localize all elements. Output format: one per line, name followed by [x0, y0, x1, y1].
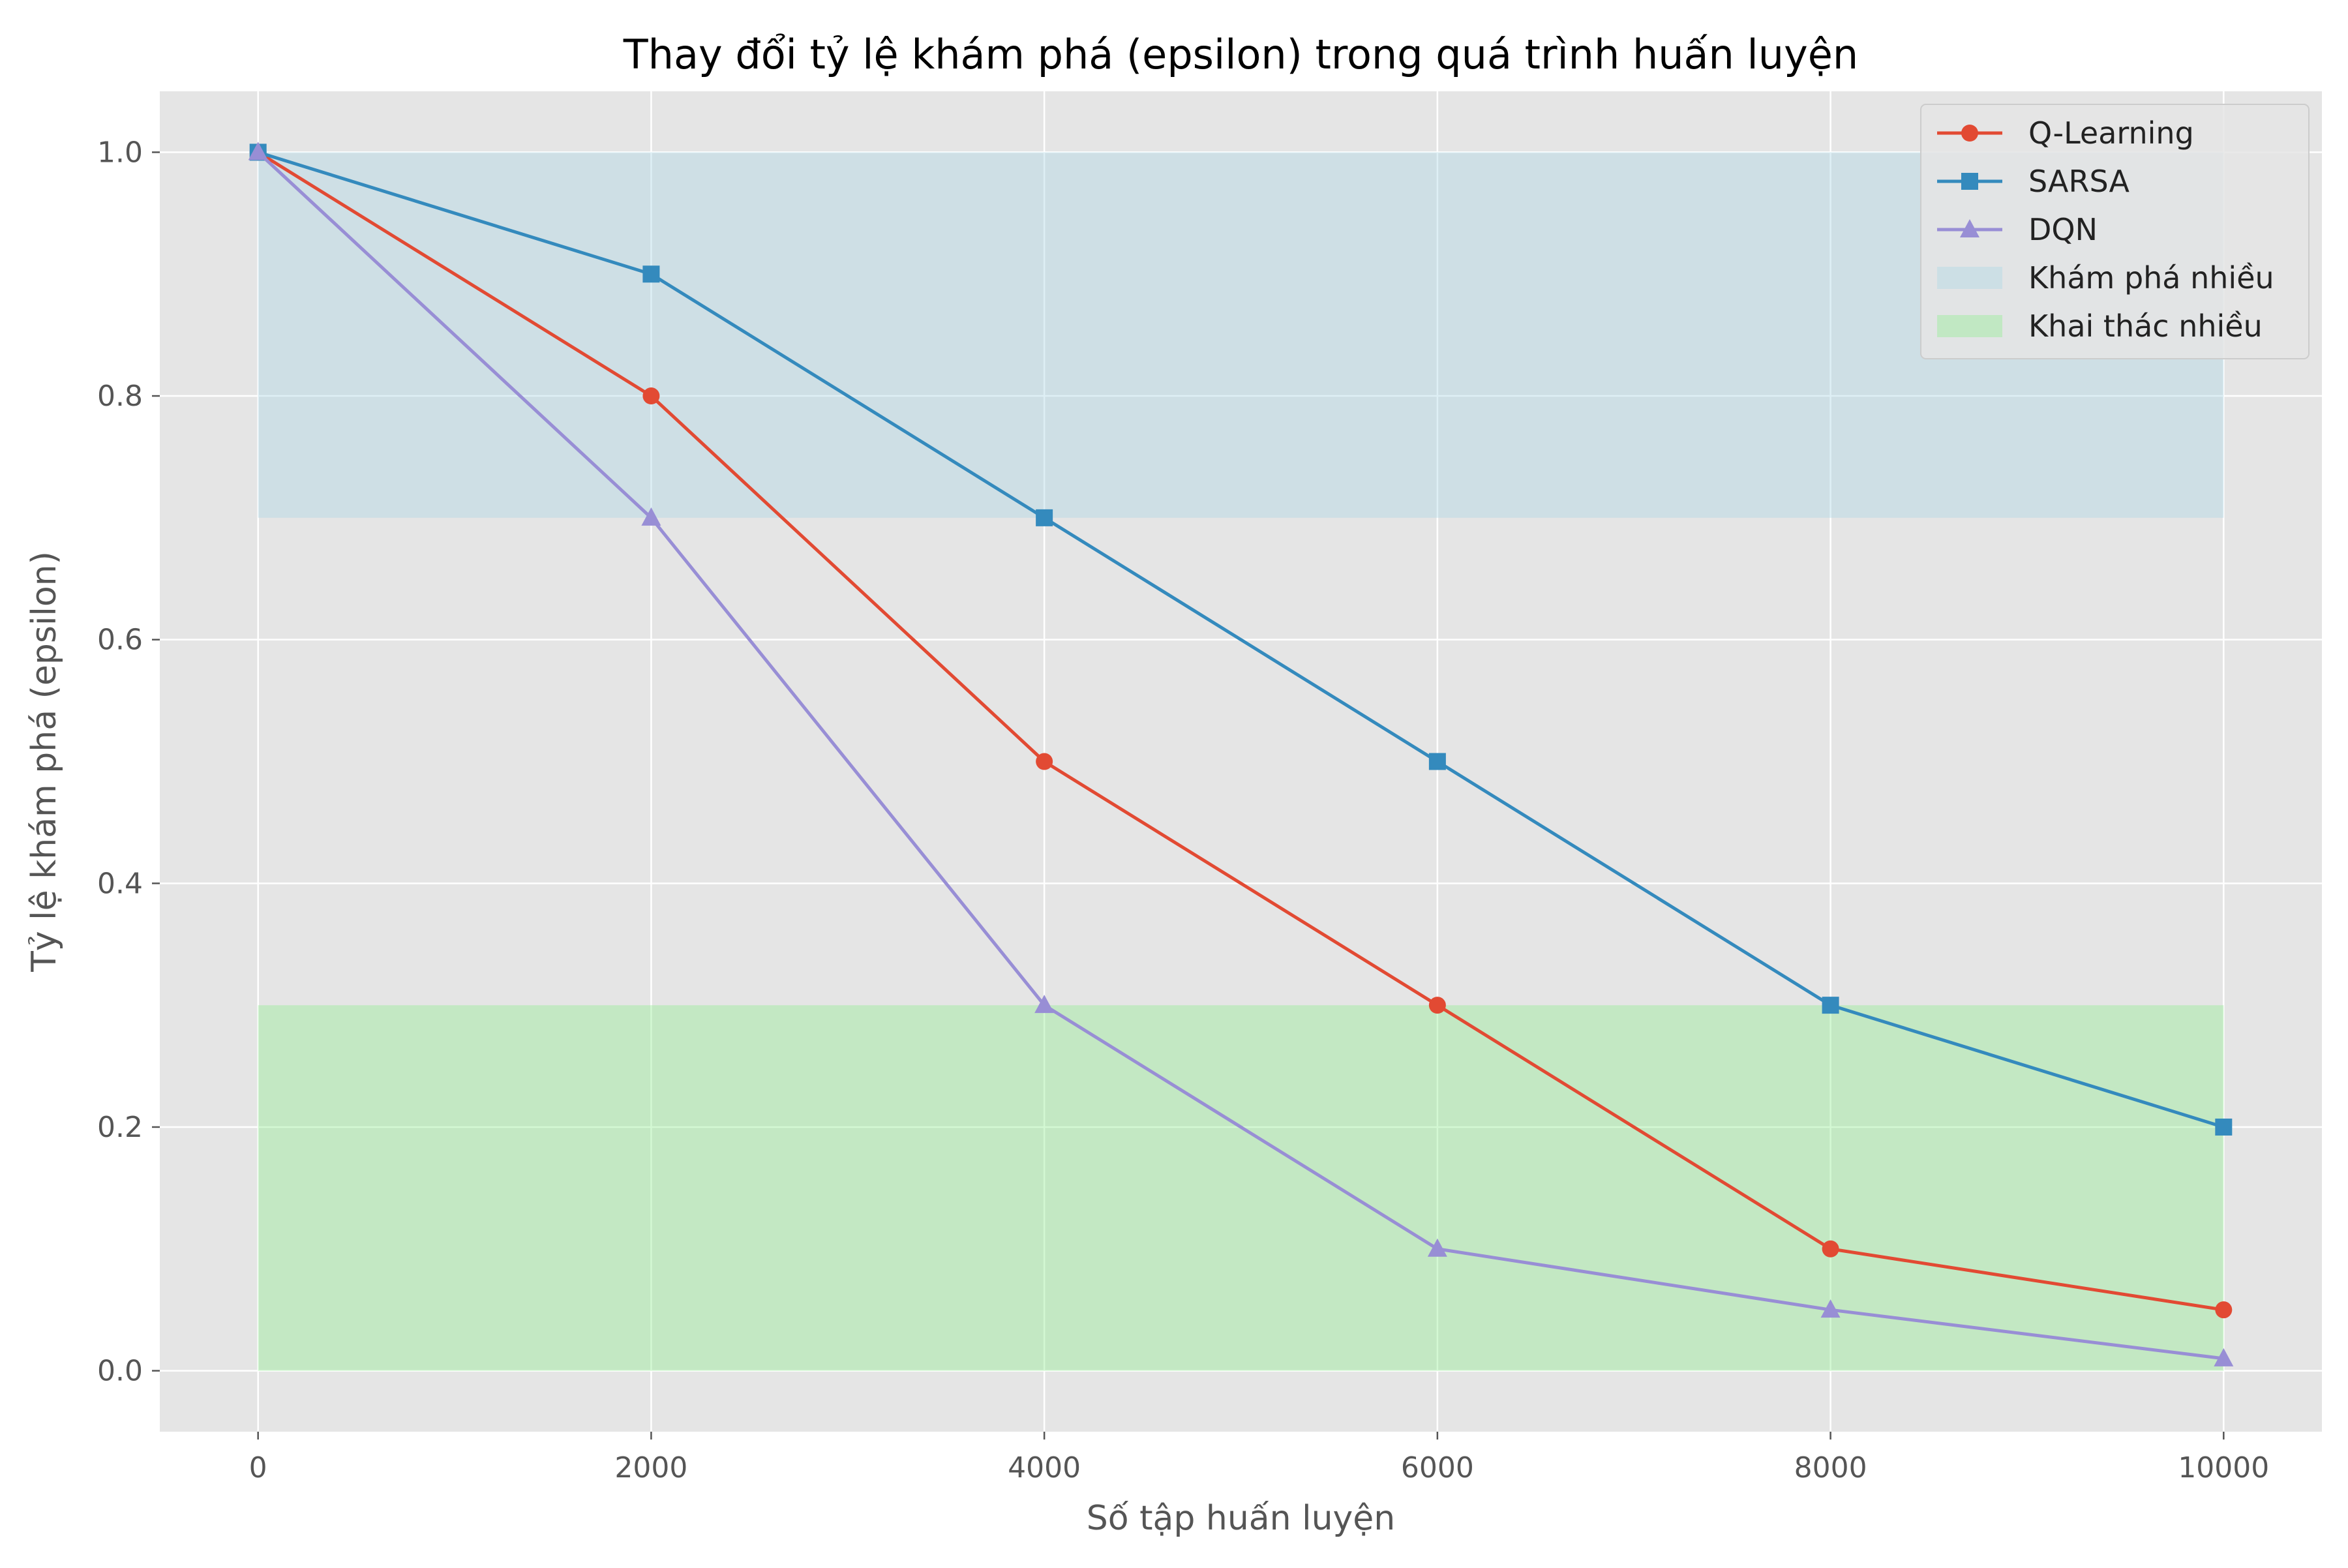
- data-point: [1036, 509, 1053, 526]
- data-point: [1427, 1238, 1447, 1257]
- y-tick-label: 1.0: [97, 136, 143, 169]
- x-tick-label: 2000: [614, 1451, 687, 1485]
- data-point: [2215, 1118, 2233, 1136]
- y-tick-label: 0.2: [97, 1111, 143, 1144]
- data-point: [642, 387, 660, 405]
- data-point: [1034, 995, 1055, 1014]
- legend-marker: [1961, 125, 1978, 142]
- x-tick-label: 10000: [2178, 1451, 2269, 1485]
- data-point: [641, 507, 661, 526]
- data-point: [1428, 997, 1446, 1014]
- x-tick-label: 4000: [1008, 1451, 1081, 1485]
- legend-patch: [1937, 315, 2002, 337]
- axis-ticks: 0 2000 4000 6000 8000 10000 0.0 0.2 0.4 0.6 0.8 1.0: [97, 136, 2269, 1485]
- data-point: [1822, 1240, 1839, 1258]
- data-point: [1822, 997, 1839, 1014]
- series-line: [256, 151, 2224, 1361]
- data-point: [2214, 1348, 2234, 1366]
- legend-label: Q-Learning: [2028, 115, 2194, 151]
- y-tick-label: 0.0: [97, 1355, 143, 1388]
- legend-label: Khám phá nhiều: [2028, 260, 2274, 295]
- legend-frame: [1920, 104, 2310, 359]
- data-point: [1036, 753, 1053, 770]
- legend-label: SARSA: [2028, 164, 2130, 199]
- chart-title: Thay đổi tỷ lệ khám phá (epsilon) trong …: [623, 31, 1858, 78]
- series-dqn: [248, 142, 2234, 1366]
- series-line: [257, 151, 2224, 1312]
- legend-label: Khai thác nhiều: [2028, 309, 2263, 344]
- data-point: [1428, 753, 1446, 770]
- legend-label: DQN: [2028, 212, 2098, 247]
- series-line: [257, 151, 2225, 1129]
- y-tick-label: 0.4: [97, 867, 143, 900]
- x-axis-label: Số tập huấn luyện: [1087, 1499, 1396, 1538]
- x-tick-label: 0: [249, 1451, 267, 1485]
- data-point: [248, 142, 268, 160]
- y-tick-label: 0.8: [97, 380, 143, 413]
- band-exploitation: [258, 1005, 2224, 1371]
- x-tick-label: 8000: [1794, 1451, 1867, 1485]
- y-axis-label: Tỷ lệ khám phá (epsilon): [25, 551, 64, 972]
- legend-marker: [1960, 219, 1979, 237]
- data-point: [1820, 1299, 1841, 1318]
- legend-patch: [1937, 267, 2002, 289]
- legend: Q-Learning SARSA DQN Khám phá nhiều Khai thá…: [1920, 104, 2310, 359]
- legend-marker: [1961, 173, 1978, 190]
- y-tick-label: 0.6: [97, 624, 143, 657]
- series-sarsa: [249, 143, 2233, 1136]
- data-point: [642, 265, 660, 283]
- data-point: [2215, 1301, 2233, 1319]
- x-tick-label: 6000: [1401, 1451, 1474, 1485]
